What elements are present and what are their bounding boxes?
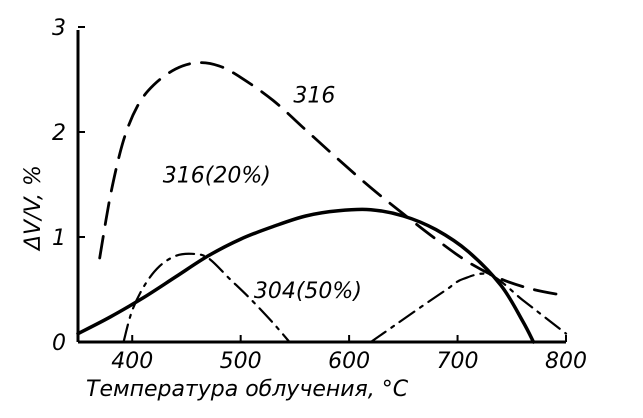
y-tick-label: 3: [52, 16, 66, 41]
x-tick-label: 600: [328, 349, 370, 374]
y-tick-label: 2: [52, 121, 66, 146]
x-tick-label: 500: [220, 349, 262, 374]
x-tick-label: 800: [545, 349, 587, 374]
series-label-2: 316(20%): [163, 163, 271, 188]
x-axis-label: Температура облучения, °C: [86, 377, 409, 402]
plot-frame: [76, 30, 566, 344]
series-line-3: [122, 252, 291, 344]
series-line-1: [98, 61, 562, 297]
label-layer: 316 316(20%) 304(50%): [163, 84, 362, 304]
series-layer: [76, 61, 568, 344]
series-line-3-part2: [369, 272, 568, 344]
series-label-3: 304(50%): [254, 279, 362, 304]
y-tick-label: 0: [52, 331, 66, 356]
x-tick-label: 400: [111, 349, 153, 374]
x-tick-label: 700: [437, 349, 479, 374]
series-label-1: 316: [293, 84, 335, 109]
tick-layer: 400 500 600 700 800 0 1 2 3: [52, 16, 587, 374]
series-line-2: [76, 207, 536, 344]
y-tick-label: 1: [52, 226, 66, 251]
y-axis-label: ΔV/V, %: [21, 165, 46, 252]
